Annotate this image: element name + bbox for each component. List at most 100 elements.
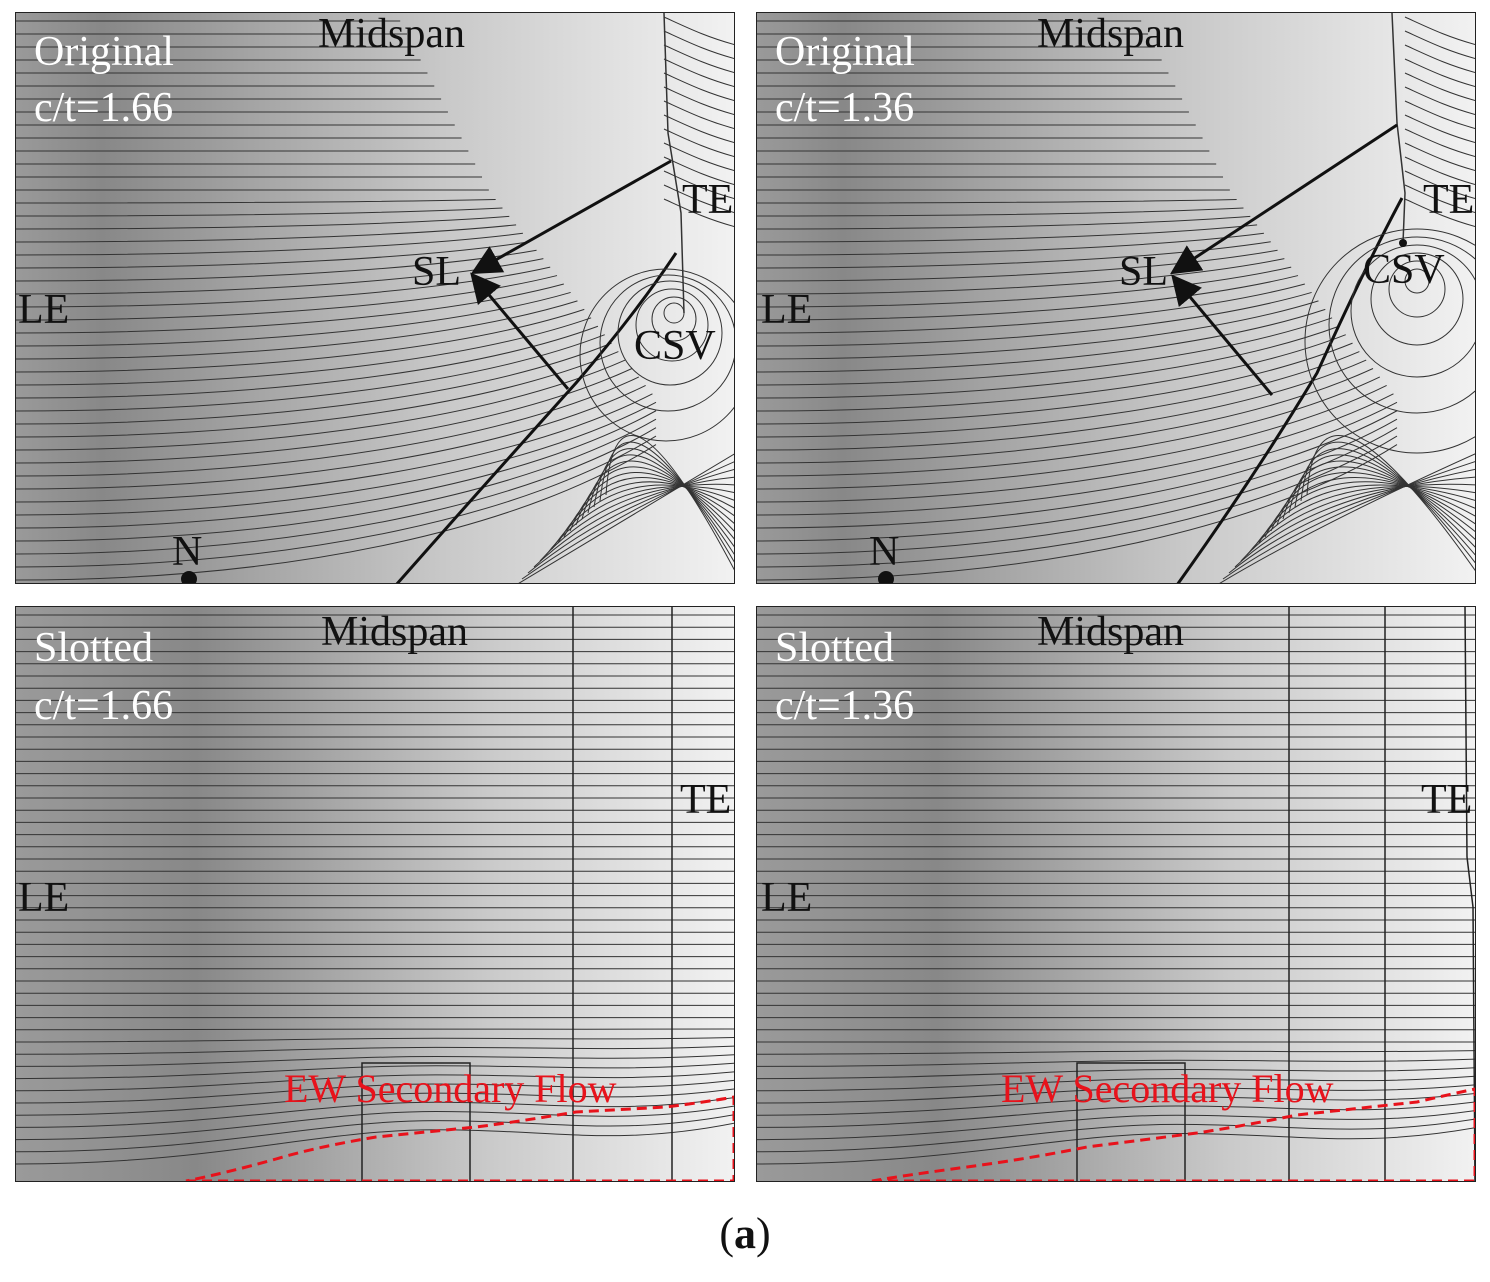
streamline-field	[16, 607, 734, 1181]
streamline	[16, 393, 653, 503]
streamline	[16, 418, 657, 542]
streamline	[518, 453, 734, 583]
panel-slotted-1-66: Slotted c/t=1.66 Midspan LE TE EW Second…	[15, 606, 735, 1182]
streamline	[663, 170, 734, 199]
streamline	[1404, 170, 1475, 199]
streamline	[757, 258, 1285, 295]
streamline	[663, 156, 734, 185]
streamline	[757, 249, 1278, 282]
streamline	[757, 1118, 1475, 1153]
streamline	[1228, 468, 1475, 574]
te-label: TE	[1423, 177, 1475, 223]
streamline	[16, 342, 612, 425]
streamline	[16, 291, 571, 347]
secondary-flow-label: EW Secondary Flow	[1001, 1066, 1334, 1111]
streamline	[757, 1067, 1475, 1080]
midspan-label: Midspan	[1037, 609, 1184, 655]
ratio-label: c/t=1.66	[34, 85, 174, 131]
streamline	[581, 460, 734, 540]
streamline	[757, 444, 1398, 581]
streamline	[575, 466, 734, 532]
streamline	[16, 224, 517, 243]
streamline	[593, 448, 734, 555]
streamline	[757, 241, 1271, 269]
csv-label: CSV	[1363, 247, 1445, 293]
streamline	[16, 266, 551, 308]
streamline	[1404, 128, 1475, 157]
streamline	[587, 454, 734, 548]
te-label: TE	[1421, 777, 1473, 823]
streamline	[1404, 156, 1475, 185]
streamline	[16, 376, 640, 477]
streamline	[663, 72, 734, 101]
streamline	[533, 476, 734, 568]
streamline	[1404, 30, 1475, 59]
case-label: Slotted	[34, 625, 154, 671]
streamline	[1404, 114, 1475, 143]
streamline	[757, 384, 1387, 490]
streamline	[539, 483, 734, 562]
streamline	[16, 232, 523, 256]
te-label: TE	[682, 177, 734, 223]
streamline	[757, 1127, 1475, 1165]
streamline	[16, 1037, 734, 1043]
streamline	[16, 368, 633, 464]
ratio-label: c/t=1.36	[775, 683, 915, 729]
streamline	[16, 308, 585, 373]
streamline	[1234, 476, 1475, 568]
streamline	[16, 207, 503, 217]
streamline	[527, 469, 734, 574]
node-point	[181, 571, 197, 583]
figure-caption: (a)	[0, 1208, 1490, 1259]
streamline	[16, 1071, 734, 1092]
streamline	[663, 86, 734, 115]
caption-close: )	[756, 1209, 771, 1258]
midspan-label: Midspan	[1037, 12, 1184, 57]
streamline	[16, 359, 626, 451]
streamline	[1404, 198, 1475, 227]
streamline	[16, 1088, 734, 1116]
streamline	[1404, 184, 1475, 213]
sl-label: SL	[1119, 249, 1169, 295]
ratio-label: c/t=1.66	[34, 683, 174, 729]
streamline-field	[16, 13, 734, 583]
streamline	[663, 198, 734, 227]
streamline	[757, 1101, 1475, 1128]
caption-open: (	[719, 1209, 734, 1258]
streamline	[757, 325, 1340, 399]
streamline	[757, 266, 1292, 308]
streamline	[757, 275, 1299, 321]
n-label: N	[869, 529, 900, 575]
streamline-field	[757, 13, 1475, 583]
streamline	[757, 232, 1264, 256]
streamline	[1404, 100, 1475, 129]
streamline	[757, 334, 1346, 412]
streamline	[16, 1097, 734, 1128]
le-label: LE	[761, 875, 813, 921]
streamline	[757, 317, 1333, 386]
case-label: Original	[34, 29, 174, 75]
case-label: Slotted	[775, 625, 895, 671]
streamline	[1252, 484, 1475, 550]
streamline	[16, 199, 496, 204]
streamline	[1404, 142, 1475, 171]
caption-letter: a	[734, 1209, 756, 1258]
streamline	[757, 300, 1319, 360]
streamline	[1240, 483, 1475, 562]
streamline	[757, 207, 1244, 217]
streamline	[757, 1058, 1475, 1067]
te-label: TE	[680, 777, 732, 823]
streamline	[16, 283, 564, 334]
streamline	[663, 100, 734, 129]
le-label: LE	[18, 287, 70, 333]
streamline	[757, 359, 1367, 451]
streamline	[16, 1054, 734, 1067]
streamline	[1222, 461, 1475, 580]
streamline	[16, 1028, 734, 1031]
streamline	[1404, 72, 1475, 101]
streamline	[16, 384, 646, 490]
streamline	[1288, 454, 1475, 548]
streamline	[757, 199, 1237, 204]
streamline	[16, 275, 558, 321]
streamline	[757, 1084, 1475, 1104]
